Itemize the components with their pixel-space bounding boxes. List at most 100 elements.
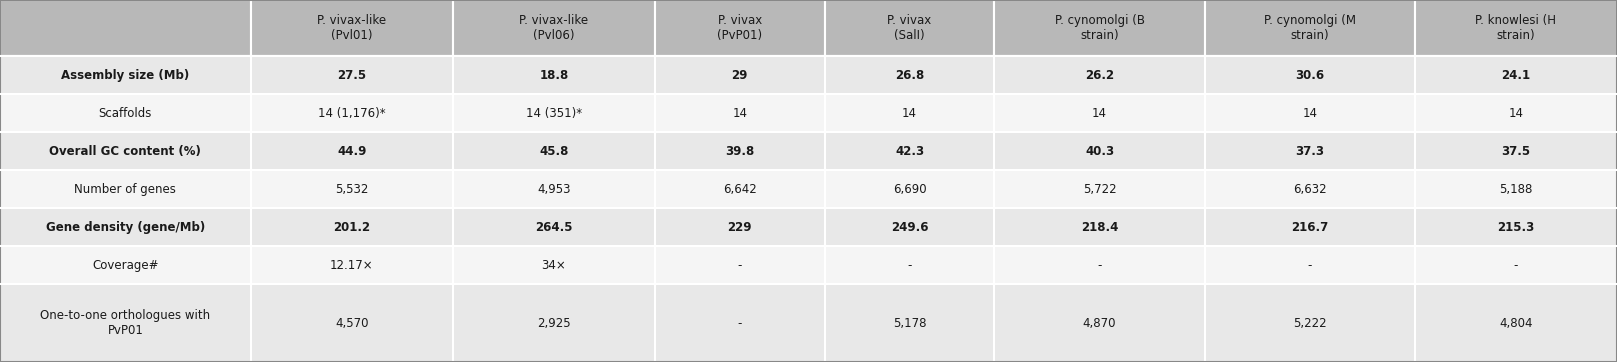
Text: 14: 14: [733, 107, 747, 119]
Bar: [655, 132, 825, 170]
Bar: [453, 94, 655, 132]
Bar: [251, 246, 453, 284]
Bar: [655, 0, 825, 56]
Text: P. cynomolgi (B
strain): P. cynomolgi (B strain): [1054, 14, 1145, 42]
Text: -: -: [1308, 259, 1311, 272]
Bar: [994, 284, 1205, 362]
Text: 4,953: 4,953: [537, 183, 571, 195]
Bar: [453, 284, 655, 362]
Text: Overall GC content (%): Overall GC content (%): [50, 145, 201, 157]
Text: 6,632: 6,632: [1294, 183, 1326, 195]
Bar: [251, 208, 453, 246]
Text: 4,870: 4,870: [1083, 317, 1116, 329]
Text: P. vivax-like
(Pvl06): P. vivax-like (Pvl06): [519, 14, 589, 42]
Bar: [0, 56, 251, 94]
Bar: [994, 170, 1205, 208]
Text: -: -: [737, 317, 742, 329]
Bar: [994, 132, 1205, 170]
Text: 37.3: 37.3: [1295, 145, 1324, 157]
Bar: [1205, 170, 1415, 208]
Bar: [655, 208, 825, 246]
Bar: [655, 284, 825, 362]
Text: P. vivax-like
(Pvl01): P. vivax-like (Pvl01): [317, 14, 386, 42]
Bar: [825, 246, 994, 284]
Bar: [825, 132, 994, 170]
Bar: [825, 170, 994, 208]
Bar: [251, 284, 453, 362]
Bar: [1415, 208, 1617, 246]
Text: 30.6: 30.6: [1295, 69, 1324, 81]
Bar: [453, 170, 655, 208]
Text: 4,804: 4,804: [1499, 317, 1533, 329]
Bar: [825, 56, 994, 94]
Bar: [825, 94, 994, 132]
Text: 6,642: 6,642: [723, 183, 757, 195]
Text: 5,532: 5,532: [335, 183, 369, 195]
Bar: [251, 132, 453, 170]
Bar: [994, 94, 1205, 132]
Text: 40.3: 40.3: [1085, 145, 1114, 157]
Text: One-to-one orthologues with
PvP01: One-to-one orthologues with PvP01: [40, 309, 210, 337]
Text: P. vivax
(SalI): P. vivax (SalI): [888, 14, 931, 42]
Text: 14 (351)*: 14 (351)*: [526, 107, 582, 119]
Bar: [1205, 132, 1415, 170]
Text: -: -: [737, 259, 742, 272]
Text: P. vivax
(PvP01): P. vivax (PvP01): [718, 14, 762, 42]
Text: 14: 14: [1509, 107, 1523, 119]
Text: P. knowlesi (H
strain): P. knowlesi (H strain): [1475, 14, 1557, 42]
Bar: [251, 0, 453, 56]
Text: 229: 229: [728, 221, 752, 233]
Text: Assembly size (Mb): Assembly size (Mb): [61, 69, 189, 81]
Text: 37.5: 37.5: [1501, 145, 1531, 157]
Text: 218.4: 218.4: [1080, 221, 1119, 233]
Bar: [1415, 0, 1617, 56]
Bar: [453, 132, 655, 170]
Bar: [0, 94, 251, 132]
Bar: [251, 94, 453, 132]
Bar: [825, 208, 994, 246]
Bar: [0, 208, 251, 246]
Text: 5,222: 5,222: [1294, 317, 1326, 329]
Text: 14 (1,176)*: 14 (1,176)*: [319, 107, 385, 119]
Text: -: -: [907, 259, 912, 272]
Bar: [1415, 246, 1617, 284]
Text: Gene density (gene/Mb): Gene density (gene/Mb): [45, 221, 205, 233]
Bar: [655, 170, 825, 208]
Bar: [994, 0, 1205, 56]
Bar: [453, 246, 655, 284]
Bar: [1205, 94, 1415, 132]
Bar: [825, 284, 994, 362]
Bar: [251, 56, 453, 94]
Text: 18.8: 18.8: [538, 69, 569, 81]
Text: 264.5: 264.5: [535, 221, 572, 233]
Bar: [1415, 170, 1617, 208]
Text: 14: 14: [902, 107, 917, 119]
Bar: [825, 0, 994, 56]
Text: 14: 14: [1091, 107, 1108, 119]
Text: 12.17×: 12.17×: [330, 259, 374, 272]
Text: 45.8: 45.8: [538, 145, 569, 157]
Bar: [453, 208, 655, 246]
Bar: [0, 170, 251, 208]
Text: 26.8: 26.8: [894, 69, 925, 81]
Text: 2,925: 2,925: [537, 317, 571, 329]
Text: 34×: 34×: [542, 259, 566, 272]
Bar: [655, 56, 825, 94]
Text: 4,570: 4,570: [335, 317, 369, 329]
Text: 24.1: 24.1: [1501, 69, 1531, 81]
Text: 14: 14: [1302, 107, 1318, 119]
Text: Scaffolds: Scaffolds: [99, 107, 152, 119]
Text: P. cynomolgi (M
strain): P. cynomolgi (M strain): [1264, 14, 1355, 42]
Bar: [994, 56, 1205, 94]
Bar: [1415, 94, 1617, 132]
Text: Coverage#: Coverage#: [92, 259, 158, 272]
Bar: [994, 208, 1205, 246]
Text: -: -: [1098, 259, 1101, 272]
Bar: [994, 246, 1205, 284]
Bar: [655, 94, 825, 132]
Bar: [453, 0, 655, 56]
Text: 44.9: 44.9: [336, 145, 367, 157]
Text: 26.2: 26.2: [1085, 69, 1114, 81]
Bar: [0, 0, 251, 56]
Bar: [0, 132, 251, 170]
